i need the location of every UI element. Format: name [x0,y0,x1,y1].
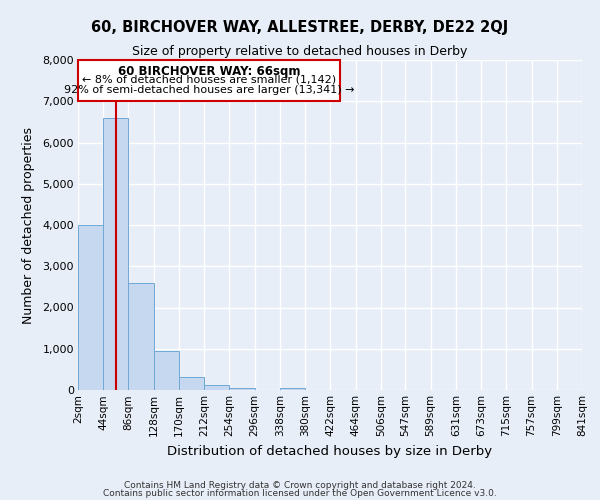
Text: Size of property relative to detached houses in Derby: Size of property relative to detached ho… [133,45,467,58]
Text: 60 BIRCHOVER WAY: 66sqm: 60 BIRCHOVER WAY: 66sqm [118,65,300,78]
Text: 60, BIRCHOVER WAY, ALLESTREE, DERBY, DE22 2QJ: 60, BIRCHOVER WAY, ALLESTREE, DERBY, DE2… [91,20,509,35]
Y-axis label: Number of detached properties: Number of detached properties [22,126,35,324]
Bar [204,386,229,390]
FancyBboxPatch shape [78,60,340,101]
Bar [103,118,128,390]
Text: ← 8% of detached houses are smaller (1,142): ← 8% of detached houses are smaller (1,1… [82,75,336,85]
Text: 92% of semi-detached houses are larger (13,341) →: 92% of semi-detached houses are larger (… [64,84,354,95]
Bar [229,388,254,390]
Bar [280,388,305,390]
Bar [179,377,204,390]
Bar [128,283,154,390]
X-axis label: Distribution of detached houses by size in Derby: Distribution of detached houses by size … [167,444,493,458]
Bar [154,351,179,390]
Text: Contains public sector information licensed under the Open Government Licence v3: Contains public sector information licen… [103,489,497,498]
Text: Contains HM Land Registry data © Crown copyright and database right 2024.: Contains HM Land Registry data © Crown c… [124,480,476,490]
Bar [78,225,103,390]
